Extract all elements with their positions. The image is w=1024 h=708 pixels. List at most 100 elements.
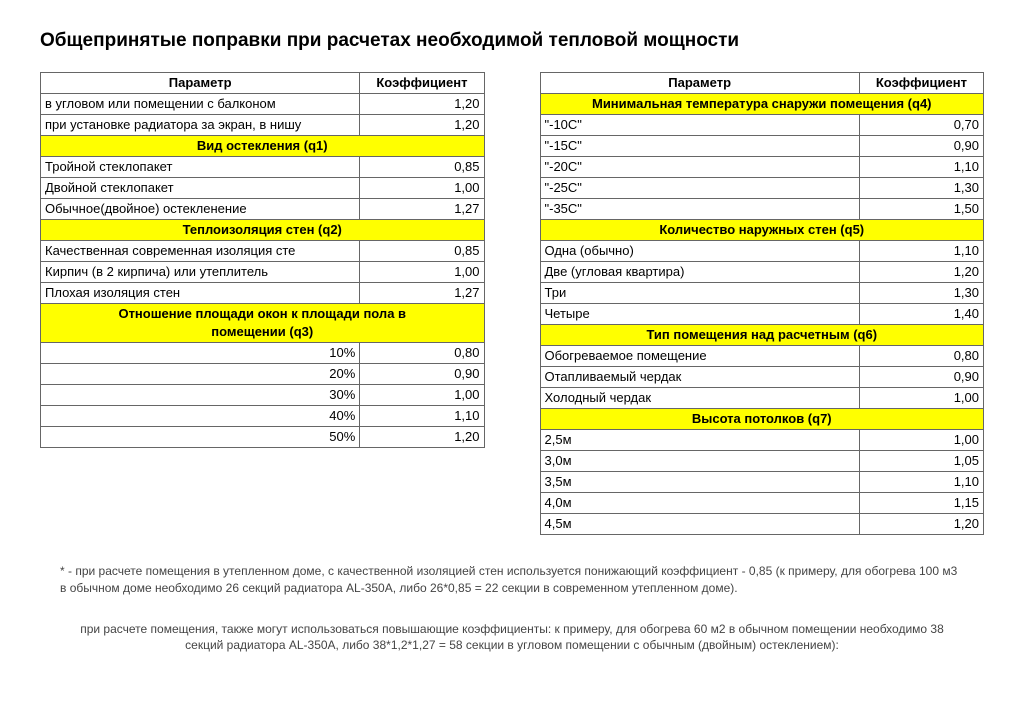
- table-row: "-25C"1,30: [540, 178, 984, 199]
- coef-cell: 0,90: [859, 136, 983, 157]
- coef-cell: 0,70: [859, 115, 983, 136]
- coef-cell: 1,20: [360, 115, 484, 136]
- coef-cell: 1,27: [360, 199, 484, 220]
- table-row: Обогреваемое помещение0,80: [540, 346, 984, 367]
- table-row: 4,0м1,15: [540, 493, 984, 514]
- param-cell: 50%: [41, 427, 360, 448]
- table-row: Плохая изоляция стен1,27: [41, 283, 485, 304]
- table-row: Кирпич (в 2 кирпича) или утеплитель1,00: [41, 262, 485, 283]
- table-row: 40%1,10: [41, 406, 485, 427]
- coef-cell: 1,27: [360, 283, 484, 304]
- param-cell: Одна (обычно): [540, 241, 859, 262]
- param-cell: 3,5м: [540, 472, 859, 493]
- left-header-coef: Коэффициент: [360, 73, 484, 94]
- table-row: Холодный чердак1,00: [540, 388, 984, 409]
- table-row: в угловом или помещении с балконом1,20: [41, 94, 485, 115]
- param-cell: 4,0м: [540, 493, 859, 514]
- right-header-param: Параметр: [540, 73, 859, 94]
- table-row: 2,5м1,00: [540, 430, 984, 451]
- section-q4: Минимальная температура снаружи помещени…: [540, 94, 984, 115]
- coef-cell: 1,50: [859, 199, 983, 220]
- param-cell: Обогреваемое помещение: [540, 346, 859, 367]
- coef-cell: 1,30: [859, 178, 983, 199]
- param-cell: 10%: [41, 343, 360, 364]
- table-row: "-15C"0,90: [540, 136, 984, 157]
- param-cell: "-35C": [540, 199, 859, 220]
- coef-cell: 1,10: [859, 157, 983, 178]
- coef-cell: 1,15: [859, 493, 983, 514]
- param-cell: Четыре: [540, 304, 859, 325]
- coef-cell: 1,20: [859, 514, 983, 535]
- param-cell: Кирпич (в 2 кирпича) или утеплитель: [41, 262, 360, 283]
- table-row: 3,5м1,10: [540, 472, 984, 493]
- table-row: "-20C"1,10: [540, 157, 984, 178]
- left-column: Параметр Коэффициент в угловом или помещ…: [40, 72, 485, 535]
- table-row: Две (угловая квартира)1,20: [540, 262, 984, 283]
- table-row: Одна (обычно)1,10: [540, 241, 984, 262]
- param-cell: "-10C": [540, 115, 859, 136]
- table-row: "-35C"1,50: [540, 199, 984, 220]
- param-cell: Плохая изоляция стен: [41, 283, 360, 304]
- table-row: Четыре1,40: [540, 304, 984, 325]
- param-cell: Холодный чердак: [540, 388, 859, 409]
- param-cell: при установке радиатора за экран, в нишу: [41, 115, 360, 136]
- coef-cell: 1,10: [859, 241, 983, 262]
- section-title: Тип помещения над расчетным (q6): [540, 325, 984, 346]
- coef-cell: 1,00: [360, 385, 484, 406]
- param-cell: 20%: [41, 364, 360, 385]
- section-q5: Количество наружных стен (q5): [540, 220, 984, 241]
- section-title: Вид остекления (q1): [41, 136, 485, 157]
- left-header-param: Параметр: [41, 73, 360, 94]
- right-column: Параметр Коэффициент Минимальная темпера…: [540, 72, 985, 535]
- coef-cell: 1,00: [859, 388, 983, 409]
- coef-cell: 1,30: [859, 283, 983, 304]
- param-cell: Отапливаемый чердак: [540, 367, 859, 388]
- table-row: "-10C"0,70: [540, 115, 984, 136]
- param-cell: 30%: [41, 385, 360, 406]
- table-row: 30%1,00: [41, 385, 485, 406]
- coef-cell: 1,20: [360, 94, 484, 115]
- coef-cell: 1,20: [360, 427, 484, 448]
- section-q7: Высота потолков (q7): [540, 409, 984, 430]
- coef-cell: 0,80: [859, 346, 983, 367]
- q3-l1: Отношение площади окон к площади пола в: [118, 306, 406, 321]
- coef-cell: 1,10: [360, 406, 484, 427]
- section-title: Высота потолков (q7): [540, 409, 984, 430]
- param-cell: 2,5м: [540, 430, 859, 451]
- coef-cell: 1,00: [859, 430, 983, 451]
- coef-cell: 1,00: [360, 262, 484, 283]
- table-row: 3,0м1,05: [540, 451, 984, 472]
- table-row: 50%1,20: [41, 427, 485, 448]
- table-row: Три1,30: [540, 283, 984, 304]
- left-table: Параметр Коэффициент в угловом или помещ…: [40, 72, 485, 448]
- section-q1: Вид остекления (q1): [41, 136, 485, 157]
- param-cell: "-25C": [540, 178, 859, 199]
- page-title: Общепринятые поправки при расчетах необх…: [40, 30, 984, 52]
- param-cell: "-20C": [540, 157, 859, 178]
- coef-cell: 0,80: [360, 343, 484, 364]
- coef-cell: 1,05: [859, 451, 983, 472]
- footnote-1: * - при расчете помещения в утепленном д…: [40, 563, 984, 597]
- coef-cell: 0,90: [360, 364, 484, 385]
- coef-cell: 1,10: [859, 472, 983, 493]
- param-cell: Качественная современная изоляция сте: [41, 241, 360, 262]
- param-cell: "-15C": [540, 136, 859, 157]
- table-row: 20%0,90: [41, 364, 485, 385]
- section-q2: Теплоизоляция стен (q2): [41, 220, 485, 241]
- footnotes: * - при расчете помещения в утепленном д…: [40, 563, 984, 654]
- right-header-row: Параметр Коэффициент: [540, 73, 984, 94]
- table-row: 4,5м1,20: [540, 514, 984, 535]
- table-row: при установке радиатора за экран, в нишу…: [41, 115, 485, 136]
- section-title: Минимальная температура снаружи помещени…: [540, 94, 984, 115]
- param-cell: 40%: [41, 406, 360, 427]
- right-header-coef: Коэффициент: [859, 73, 983, 94]
- section-title: Теплоизоляция стен (q2): [41, 220, 485, 241]
- section-title: Отношение площади окон к площади пола вп…: [41, 304, 485, 343]
- param-cell: Двойной стеклопакет: [41, 178, 360, 199]
- table-row: 10%0,80: [41, 343, 485, 364]
- tables-container: Параметр Коэффициент в угловом или помещ…: [40, 72, 984, 535]
- param-cell: 3,0м: [540, 451, 859, 472]
- param-cell: Три: [540, 283, 859, 304]
- coef-cell: 0,90: [859, 367, 983, 388]
- coef-cell: 1,00: [360, 178, 484, 199]
